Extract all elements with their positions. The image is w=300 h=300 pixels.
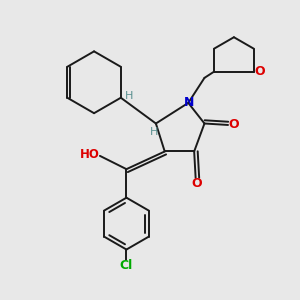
Text: Cl: Cl (120, 259, 133, 272)
Text: H: H (150, 127, 159, 137)
Text: O: O (228, 118, 238, 131)
Text: O: O (191, 177, 202, 190)
Text: N: N (184, 96, 194, 110)
Text: HO: HO (80, 148, 100, 161)
Text: O: O (254, 65, 265, 78)
Text: H: H (125, 91, 133, 101)
